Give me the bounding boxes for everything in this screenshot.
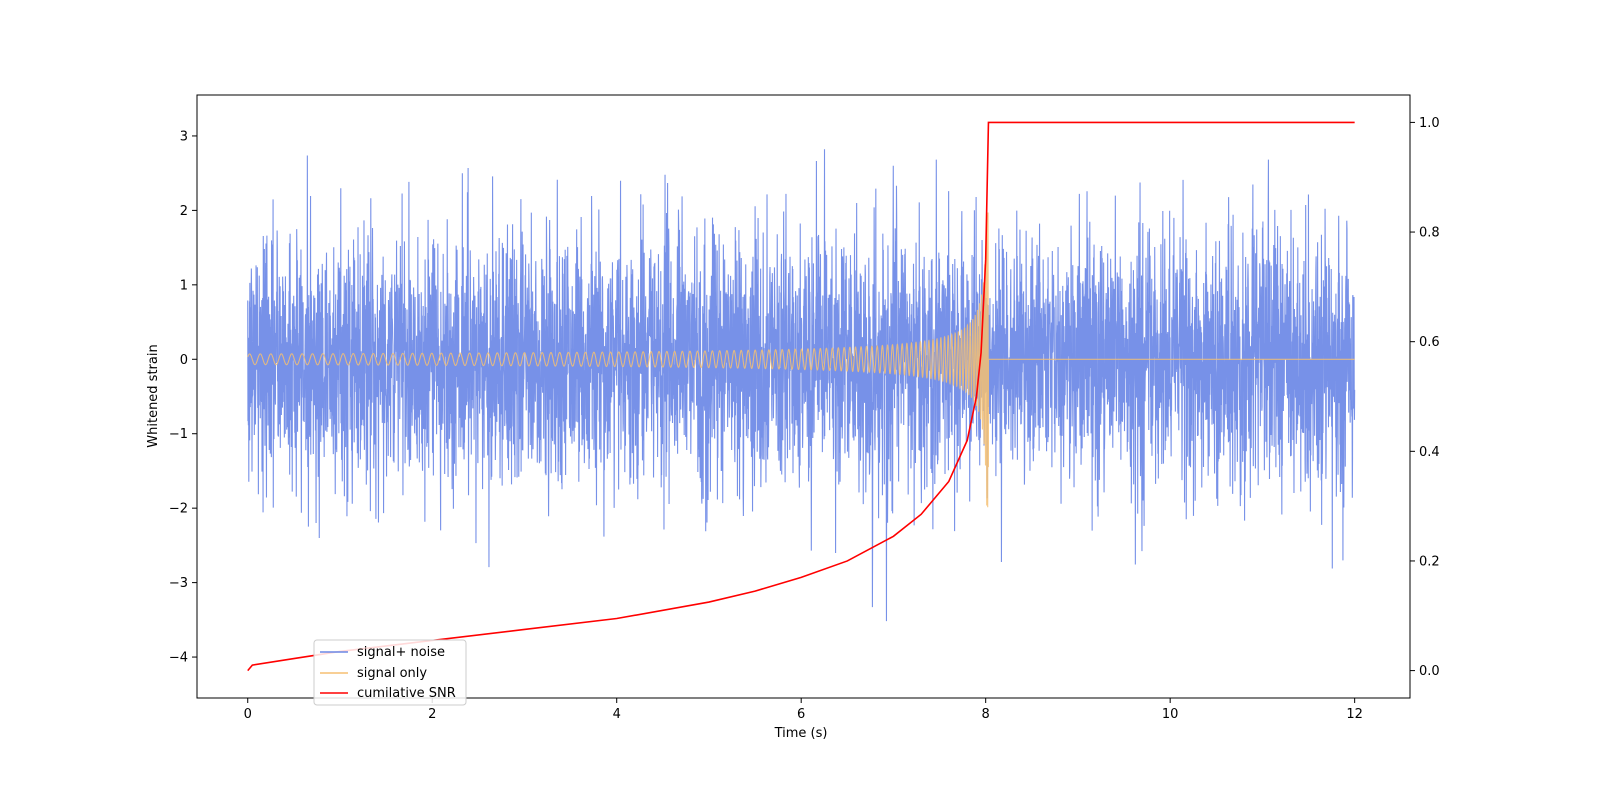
right-tick-label: 1.0 [1419,116,1440,131]
y-tick-label: −4 [169,651,188,666]
x-tick-label: 6 [797,707,805,722]
y-tick-label: −1 [169,427,188,442]
x-tick-label: 0 [244,707,252,722]
right-tick-label: 0.0 [1419,664,1440,679]
right-axis-ticks: 0.0 0.2 0.4 0.6 0.8 1.0 [1410,116,1440,679]
x-axis-ticks: 0 2 4 6 8 10 12 [244,698,1363,722]
y-tick-label: 1 [180,278,188,293]
x-tick-label: 4 [613,707,621,722]
right-tick-label: 0.8 [1419,226,1440,241]
y-axis-ticks: −4 −3 −2 −1 0 1 2 3 [169,129,197,666]
x-tick-label: 8 [982,707,990,722]
y-tick-label: −3 [169,576,188,591]
y-tick-label: 0 [180,353,188,368]
legend: signal+ noise signal only cumilative SNR [313,639,467,706]
y-axis-label: Whitened strain [146,344,161,447]
right-tick-label: 0.6 [1419,335,1440,350]
y-tick-label: 2 [180,204,188,219]
x-axis-label: Time (s) [774,726,828,741]
signal-only-line [247,212,1355,508]
plot-frame [196,94,1411,699]
x-tick-label: 10 [1162,707,1179,722]
legend-label-signal-noise: signal+ noise [357,645,445,660]
x-tick-label: 2 [428,707,436,722]
x-tick-label: 12 [1346,707,1363,722]
right-tick-label: 0.2 [1419,554,1440,569]
legend-box [313,639,467,706]
legend-label-signal-only: signal only [357,666,427,681]
y-tick-label: −2 [169,502,188,517]
signal-only-series [247,212,1355,508]
legend-label-cumulative-snr: cumilative SNR [357,686,456,701]
right-tick-label: 0.4 [1419,445,1440,460]
y-tick-label: 3 [180,129,188,144]
